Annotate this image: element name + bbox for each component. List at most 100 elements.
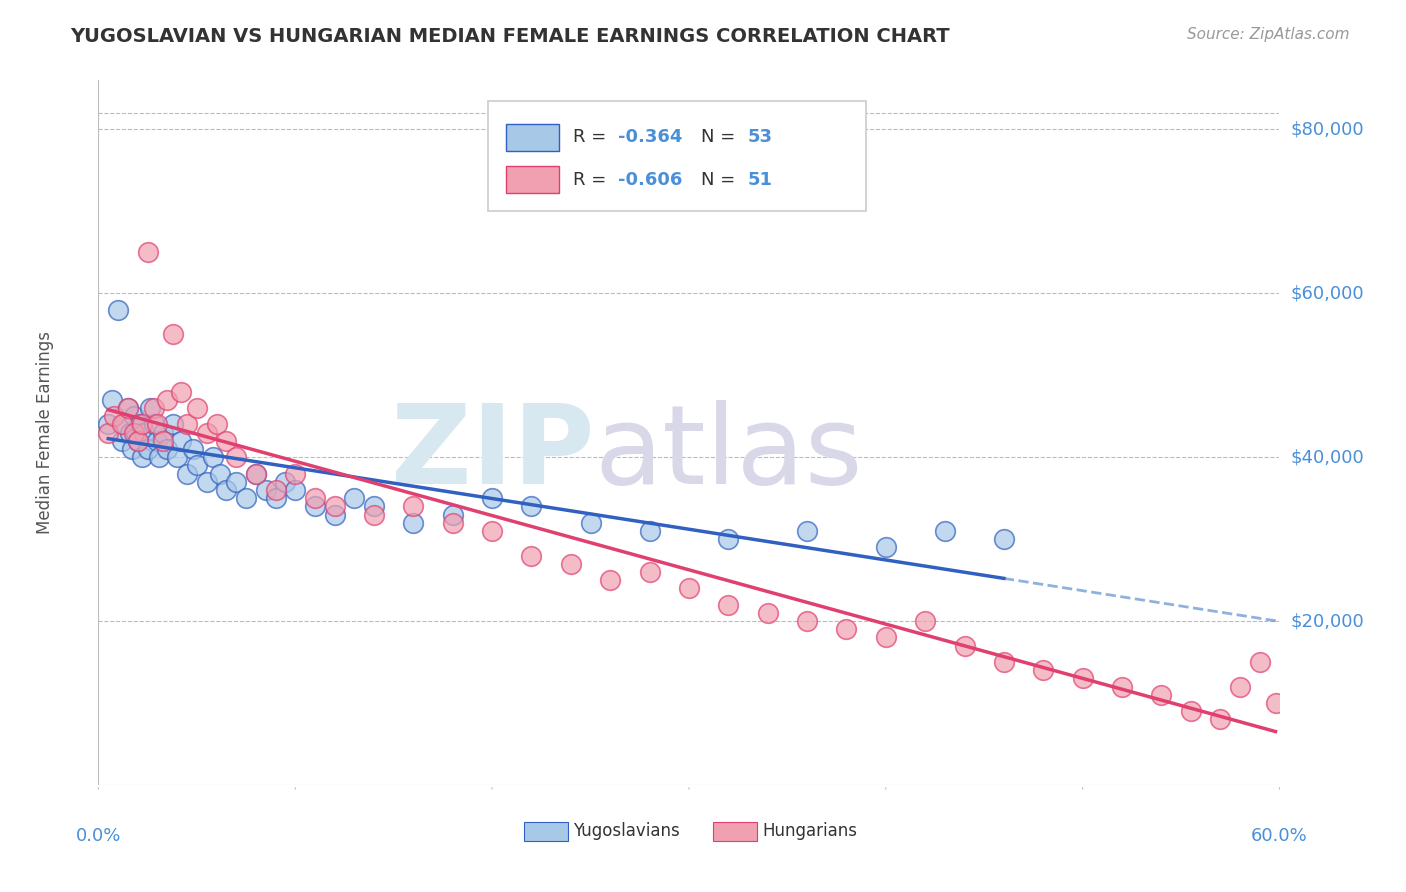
Text: R =: R =: [574, 170, 612, 188]
Point: [245, 467, 267, 481]
Text: -0.606: -0.606: [619, 170, 682, 188]
Point: [264, 483, 287, 497]
Point: [215, 434, 238, 448]
Bar: [506, 124, 560, 151]
Point: [1071, 672, 1094, 686]
Text: atlas: atlas: [595, 401, 863, 508]
Point: [156, 442, 179, 456]
Text: $20,000: $20,000: [1291, 612, 1364, 630]
Point: [914, 614, 936, 628]
Point: [934, 524, 956, 538]
Text: Hungarians: Hungarians: [762, 822, 858, 840]
Point: [402, 500, 425, 514]
FancyBboxPatch shape: [488, 102, 866, 211]
Text: 60.0%: 60.0%: [1251, 827, 1308, 845]
Point: [274, 475, 297, 489]
Point: [520, 549, 543, 563]
Point: [162, 327, 184, 342]
Point: [142, 401, 165, 415]
Point: [117, 401, 139, 415]
Point: [132, 425, 155, 440]
Point: [136, 442, 159, 456]
Point: [304, 500, 326, 514]
Point: [225, 450, 247, 465]
Text: N =: N =: [700, 170, 741, 188]
Point: [579, 516, 602, 530]
Point: [599, 573, 621, 587]
Point: [323, 508, 346, 522]
Point: [284, 467, 307, 481]
Point: [176, 417, 198, 432]
Point: [796, 524, 818, 538]
Point: [481, 524, 503, 538]
Point: [363, 500, 385, 514]
Point: [136, 245, 159, 260]
Point: [195, 425, 218, 440]
Point: [1249, 655, 1271, 669]
Point: [717, 598, 740, 612]
Text: R =: R =: [574, 128, 612, 146]
Point: [560, 557, 582, 571]
Point: [678, 582, 700, 596]
Point: [101, 392, 124, 407]
Point: [195, 475, 218, 489]
Point: [162, 417, 184, 432]
Point: [125, 425, 148, 440]
Bar: [506, 166, 560, 193]
Point: [118, 425, 141, 440]
Point: [146, 434, 169, 448]
Point: [402, 516, 425, 530]
Point: [441, 508, 464, 522]
Point: [107, 302, 129, 317]
Point: [245, 467, 267, 481]
Point: [264, 491, 287, 505]
Point: [111, 417, 134, 432]
Text: 51: 51: [748, 170, 773, 188]
Bar: [523, 822, 568, 841]
Point: [117, 401, 139, 415]
Point: [186, 458, 208, 473]
Point: [152, 434, 174, 448]
Point: [201, 450, 224, 465]
Point: [225, 475, 247, 489]
Point: [131, 417, 153, 432]
Point: [122, 425, 145, 440]
Point: [176, 467, 198, 481]
Point: [97, 425, 120, 440]
Point: [1111, 680, 1133, 694]
Text: $40,000: $40,000: [1291, 448, 1364, 467]
Text: 53: 53: [748, 128, 773, 146]
Point: [131, 450, 153, 465]
Point: [209, 467, 232, 481]
Text: $80,000: $80,000: [1291, 120, 1364, 138]
Text: Median Female Earnings: Median Female Earnings: [37, 331, 55, 534]
Point: [235, 491, 257, 505]
Point: [181, 442, 204, 456]
Point: [121, 442, 143, 456]
Point: [127, 434, 149, 448]
Point: [993, 532, 1015, 546]
Point: [304, 491, 326, 505]
Bar: [713, 822, 758, 841]
Point: [170, 434, 193, 448]
Point: [127, 434, 149, 448]
Point: [993, 655, 1015, 669]
Text: Source: ZipAtlas.com: Source: ZipAtlas.com: [1187, 27, 1350, 42]
Point: [363, 508, 385, 522]
Point: [103, 409, 125, 424]
Point: [323, 500, 346, 514]
Point: [142, 417, 165, 432]
Point: [112, 417, 135, 432]
Text: N =: N =: [700, 128, 741, 146]
Point: [97, 417, 120, 432]
Text: Yugoslavians: Yugoslavians: [574, 822, 681, 840]
Point: [215, 483, 238, 497]
Point: [146, 417, 169, 432]
Text: $60,000: $60,000: [1291, 285, 1364, 302]
Point: [148, 450, 170, 465]
Point: [166, 450, 188, 465]
Point: [343, 491, 366, 505]
Text: -0.364: -0.364: [619, 128, 682, 146]
Text: YUGOSLAVIAN VS HUNGARIAN MEDIAN FEMALE EARNINGS CORRELATION CHART: YUGOSLAVIAN VS HUNGARIAN MEDIAN FEMALE E…: [70, 27, 950, 45]
Point: [481, 491, 503, 505]
